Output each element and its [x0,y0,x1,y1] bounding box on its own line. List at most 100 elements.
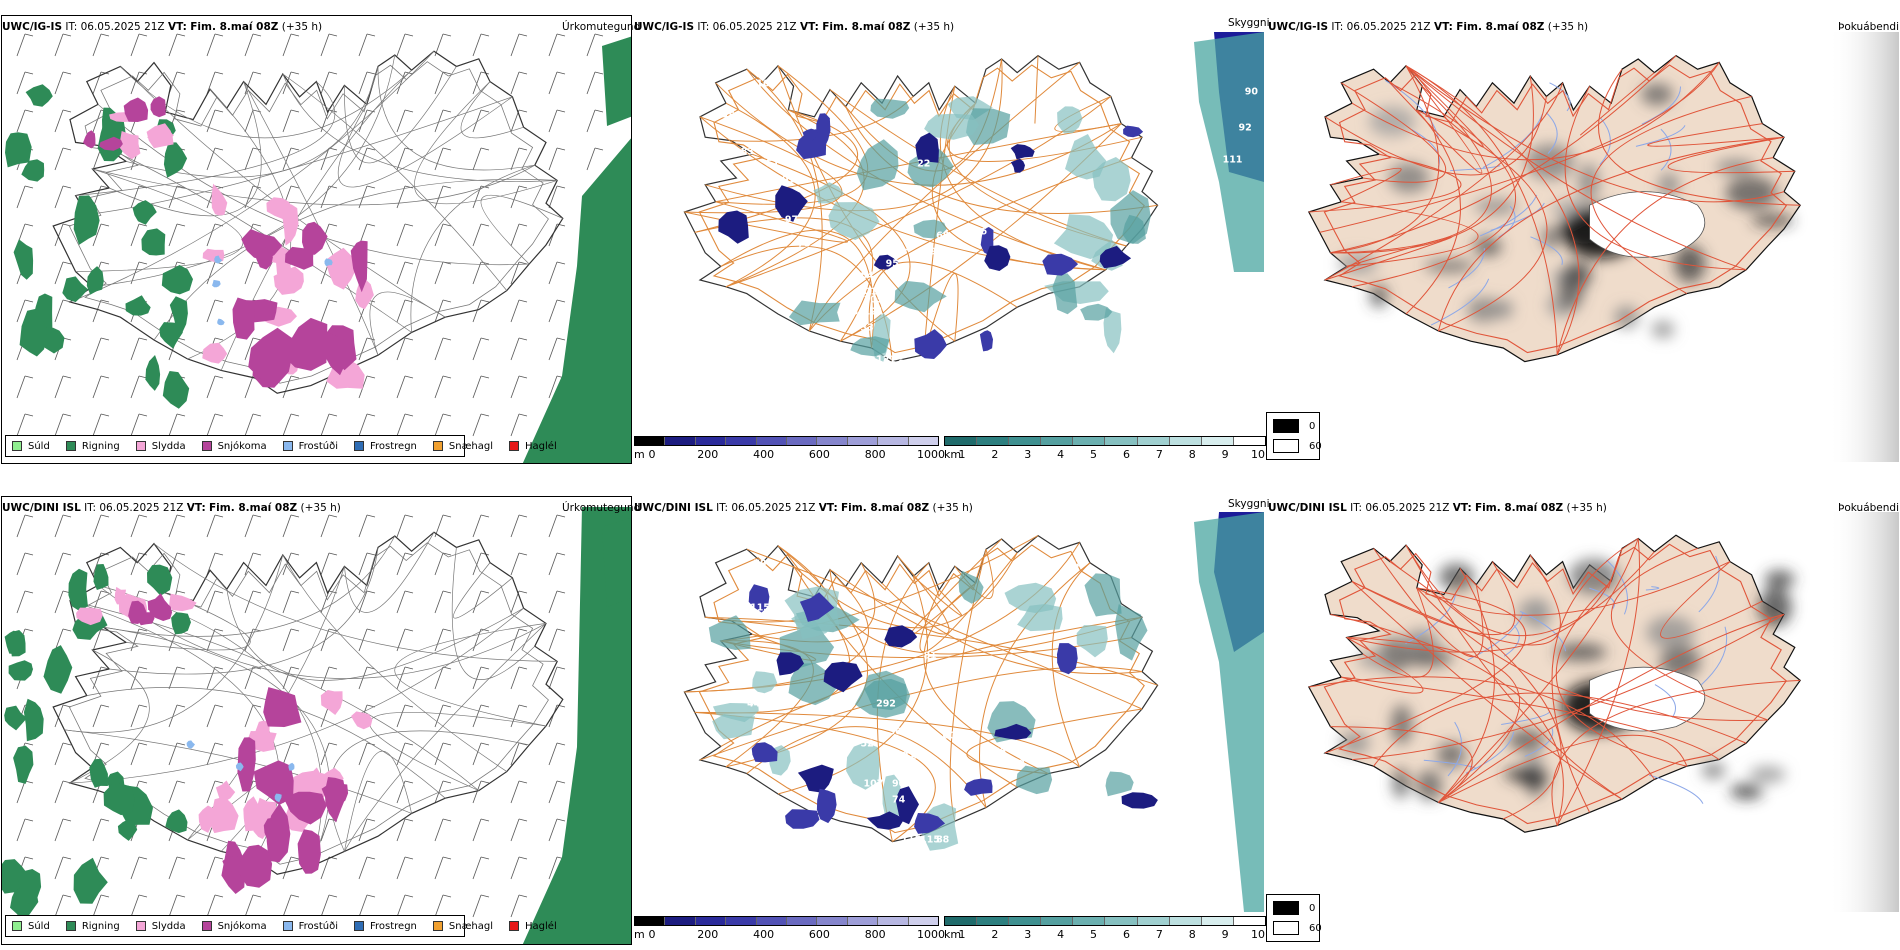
precip-type-panel[interactable] [1,15,632,464]
cloud-base-colorbar: m 0 200 400 600 800 1000 [634,436,945,466]
wind-barb [510,261,528,285]
road-segment [1330,613,1564,826]
sleet-cell [325,247,357,290]
fog-patch [1339,731,1370,755]
rain-cell [23,698,44,742]
road-segment [1551,538,1639,813]
wind-barb [130,894,148,918]
land-fill [1307,534,1802,833]
fog-patch [1554,643,1607,662]
wind-barb [282,375,300,399]
road-segment [699,116,1106,271]
wind-barb [244,147,262,171]
it-label: IT: [84,502,97,514]
colorbar-segment [1009,437,1042,445]
wind-barb [434,628,452,652]
wind-barb [54,514,72,538]
freezing-drizzle-cell [274,793,282,803]
colorbar-segment [695,917,727,925]
wind-barb [168,856,186,880]
precip-legend-label: Snjókoma [217,920,267,932]
it-value: 06.05.2025 21Z [1346,21,1431,33]
low-cloud-base-area [964,778,993,796]
colorbar-tick-label: 5 [1090,928,1098,941]
wind-barb [434,742,452,766]
it-value: 06.05.2025 21Z [1365,502,1450,514]
wind-barb [16,33,34,57]
rain-band-east [522,138,631,463]
wind-barb [472,33,490,57]
precip-legend-label: Frostregn [370,920,417,932]
colorbar-segment [817,437,848,445]
cloud-base-value-label: 76 [992,746,1007,758]
cloud-base-value-label: 43 [891,870,906,882]
wind-barb [92,299,110,323]
fog-legend-label: 60 [1309,922,1322,934]
wind-barb [434,261,452,285]
wind-barb [206,628,224,652]
river [1599,118,1611,166]
sleet-cell [253,720,270,744]
precip-legend-label: Súld [28,920,50,932]
low-visibility-area [708,615,751,650]
rain-cell [162,371,190,409]
wind-barb [434,666,452,690]
wind-barb [92,223,110,247]
rain-cell [73,195,100,245]
sleet-cell [202,342,228,364]
cloud-base-value-label: 33 [860,322,874,334]
road-segment [1351,613,1785,761]
low-cloud-base-area [1123,125,1144,138]
colorbar-segment [908,437,939,445]
visibility-colorbar: km 1 2 3 4 5 6 7 8 9 10 [944,916,1266,946]
cloud-visibility-panel[interactable]: 79 15 115 81 44 292 307 52 179 60 76 88 51 107 90 44 78 7… [634,512,1264,912]
wind-barb [16,590,34,614]
cloud-visibility-panel[interactable]: 105 45 83 51 101 97 7 89 22 68 15 58 54 95 75 105 101 121… [634,32,1264,432]
fog-patch [1730,783,1763,800]
wind-barb [168,666,186,690]
cloud-base-value-label: 58 [828,266,843,278]
rain-cell [73,857,108,904]
fog-indicator-panel[interactable] [1268,512,1899,912]
road-segment [1330,726,1473,803]
snow-cell [253,760,294,805]
low-visibility-area [850,336,890,357]
precip-legend-label: Súld [28,440,50,452]
road-segment [1330,55,1677,254]
fog-indicator-panel[interactable] [1268,32,1899,462]
wind-barb [510,223,528,247]
cloud-areas [708,570,1158,851]
road-segment [1330,167,1402,203]
road-segment [1308,676,1655,780]
visibility-colorbar: km 1 2 3 4 5 6 7 8 9 10 [944,436,1266,466]
cloud-base-value-label: 15 [898,242,912,254]
road-segment [125,592,251,651]
wind-barb [92,375,110,399]
cloud-base-value-label: 307 [888,726,909,738]
road-segment [69,649,150,784]
precip-type-panel[interactable] [1,496,632,945]
wind-barb [396,375,414,399]
road-segment [97,585,547,679]
cloud-base-value-label: 101 [857,286,878,298]
snow-cell-nw [123,97,149,122]
wind-barb [244,514,262,538]
wind-barb [320,552,338,576]
wind-barb [548,818,566,842]
rain-cell [93,564,109,590]
precip-legend-swatch [65,441,76,451]
wind-barb [548,109,566,133]
low-visibility-area [791,611,835,640]
road-segment [69,607,524,784]
cloud-base-value-label: 107 [863,778,884,790]
wind-barb [16,71,34,95]
low-visibility-area [907,143,954,188]
precip-legend-label: Snjókoma [217,440,267,452]
road-segment [1437,136,1785,332]
river [1524,727,1554,757]
road-segment [908,538,1002,637]
cloud-base-value-label: 92 [898,358,912,370]
cloud-base-value-label: 121 [863,306,884,318]
wind-barb [358,552,376,576]
low-visibility-area [1052,273,1078,315]
